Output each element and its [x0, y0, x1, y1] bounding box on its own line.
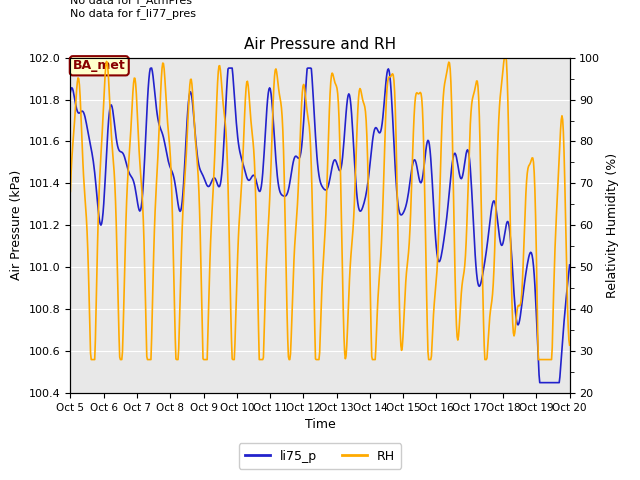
X-axis label: Time: Time: [305, 419, 335, 432]
Text: No data for f_AtmPres
No data for f_li77_pres: No data for f_AtmPres No data for f_li77…: [70, 0, 196, 19]
Legend: li75_p, RH: li75_p, RH: [239, 444, 401, 469]
Y-axis label: Relativity Humidity (%): Relativity Humidity (%): [606, 153, 619, 298]
Title: Air Pressure and RH: Air Pressure and RH: [244, 37, 396, 52]
Y-axis label: Air Pressure (kPa): Air Pressure (kPa): [10, 170, 24, 280]
Text: BA_met: BA_met: [73, 59, 125, 72]
